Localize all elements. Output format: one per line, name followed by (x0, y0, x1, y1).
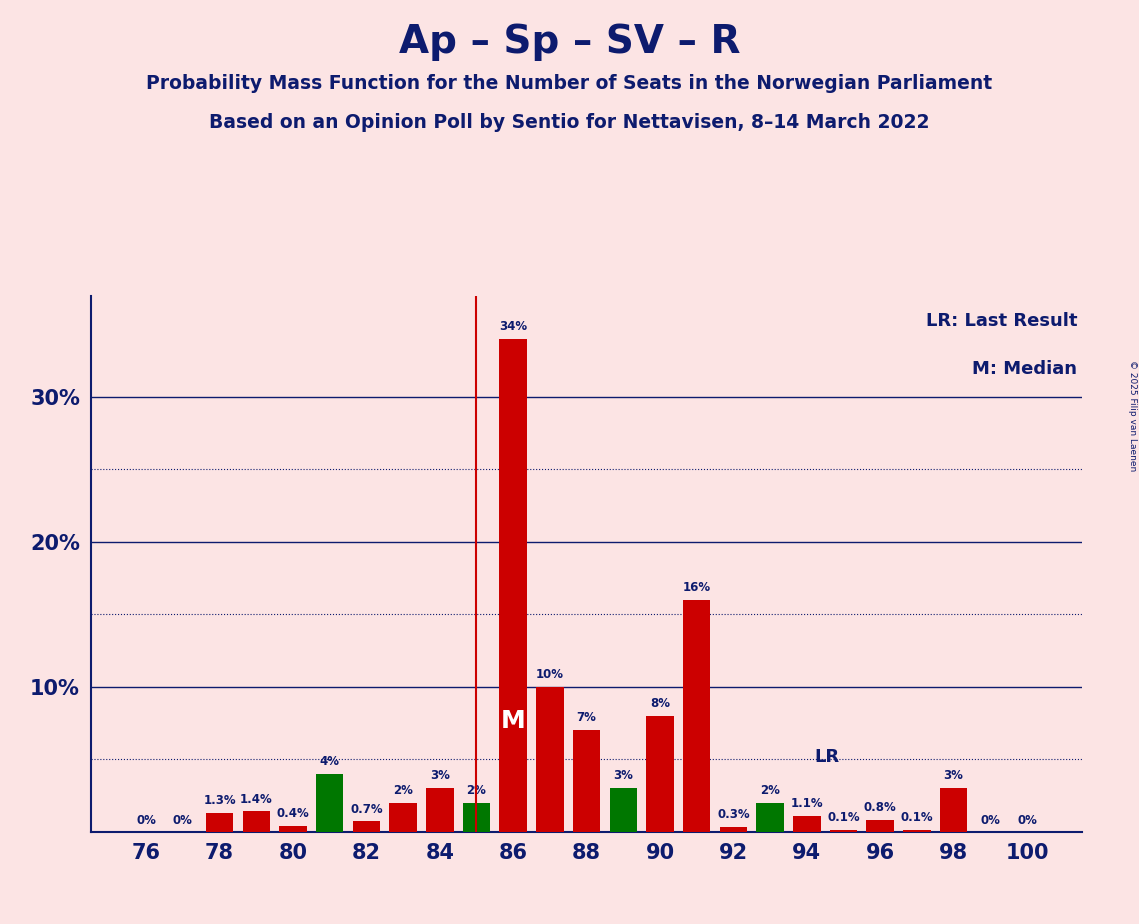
Text: 0%: 0% (1017, 814, 1036, 827)
Bar (206, 813, 233, 832)
Bar (573, 730, 600, 832)
Text: 0%: 0% (173, 814, 192, 827)
Bar (793, 816, 820, 832)
Text: Based on an Opinion Poll by Sentio for Nettavisen, 8–14 March 2022: Based on an Opinion Poll by Sentio for N… (210, 113, 929, 132)
Text: 3%: 3% (943, 770, 964, 783)
Text: 16%: 16% (682, 581, 711, 594)
Text: 1.4%: 1.4% (240, 793, 272, 806)
Bar (499, 339, 527, 832)
Bar (353, 821, 380, 832)
Text: 0%: 0% (137, 814, 156, 827)
Text: 8%: 8% (650, 697, 670, 710)
Text: Ap – Sp – SV – R: Ap – Sp – SV – R (399, 23, 740, 61)
Text: 0%: 0% (981, 814, 1000, 827)
Text: 0.8%: 0.8% (863, 801, 896, 814)
Text: 2%: 2% (393, 784, 413, 796)
Bar (940, 788, 967, 832)
Bar (609, 788, 637, 832)
Text: M: M (501, 709, 525, 733)
Bar (243, 811, 270, 832)
Text: 0.1%: 0.1% (901, 811, 933, 824)
Text: 10%: 10% (535, 668, 564, 681)
Bar (829, 830, 858, 832)
Bar (646, 716, 674, 832)
Bar (279, 826, 306, 832)
Bar (756, 803, 784, 832)
Text: LR: LR (814, 748, 839, 766)
Bar (316, 773, 344, 832)
Bar (462, 803, 490, 832)
Text: 2%: 2% (760, 784, 780, 796)
Text: Probability Mass Function for the Number of Seats in the Norwegian Parliament: Probability Mass Function for the Number… (147, 74, 992, 93)
Text: 2%: 2% (467, 784, 486, 796)
Text: M: Median: M: Median (972, 360, 1077, 378)
Text: 7%: 7% (576, 711, 597, 724)
Bar (536, 687, 564, 832)
Text: 0.7%: 0.7% (350, 803, 383, 816)
Text: LR: Last Result: LR: Last Result (926, 311, 1077, 330)
Bar (720, 827, 747, 832)
Bar (903, 830, 931, 832)
Text: 34%: 34% (499, 321, 527, 334)
Text: 4%: 4% (320, 755, 339, 768)
Text: 0.4%: 0.4% (277, 807, 310, 820)
Text: 3%: 3% (613, 770, 633, 783)
Bar (426, 788, 453, 832)
Text: © 2025 Filip van Laenen: © 2025 Filip van Laenen (1128, 360, 1137, 471)
Text: 0.1%: 0.1% (827, 811, 860, 824)
Text: 1.1%: 1.1% (790, 796, 823, 809)
Bar (867, 820, 894, 832)
Text: 1.3%: 1.3% (203, 794, 236, 807)
Text: 3%: 3% (429, 770, 450, 783)
Bar (683, 600, 711, 832)
Text: 0.3%: 0.3% (718, 808, 749, 821)
Bar (390, 803, 417, 832)
